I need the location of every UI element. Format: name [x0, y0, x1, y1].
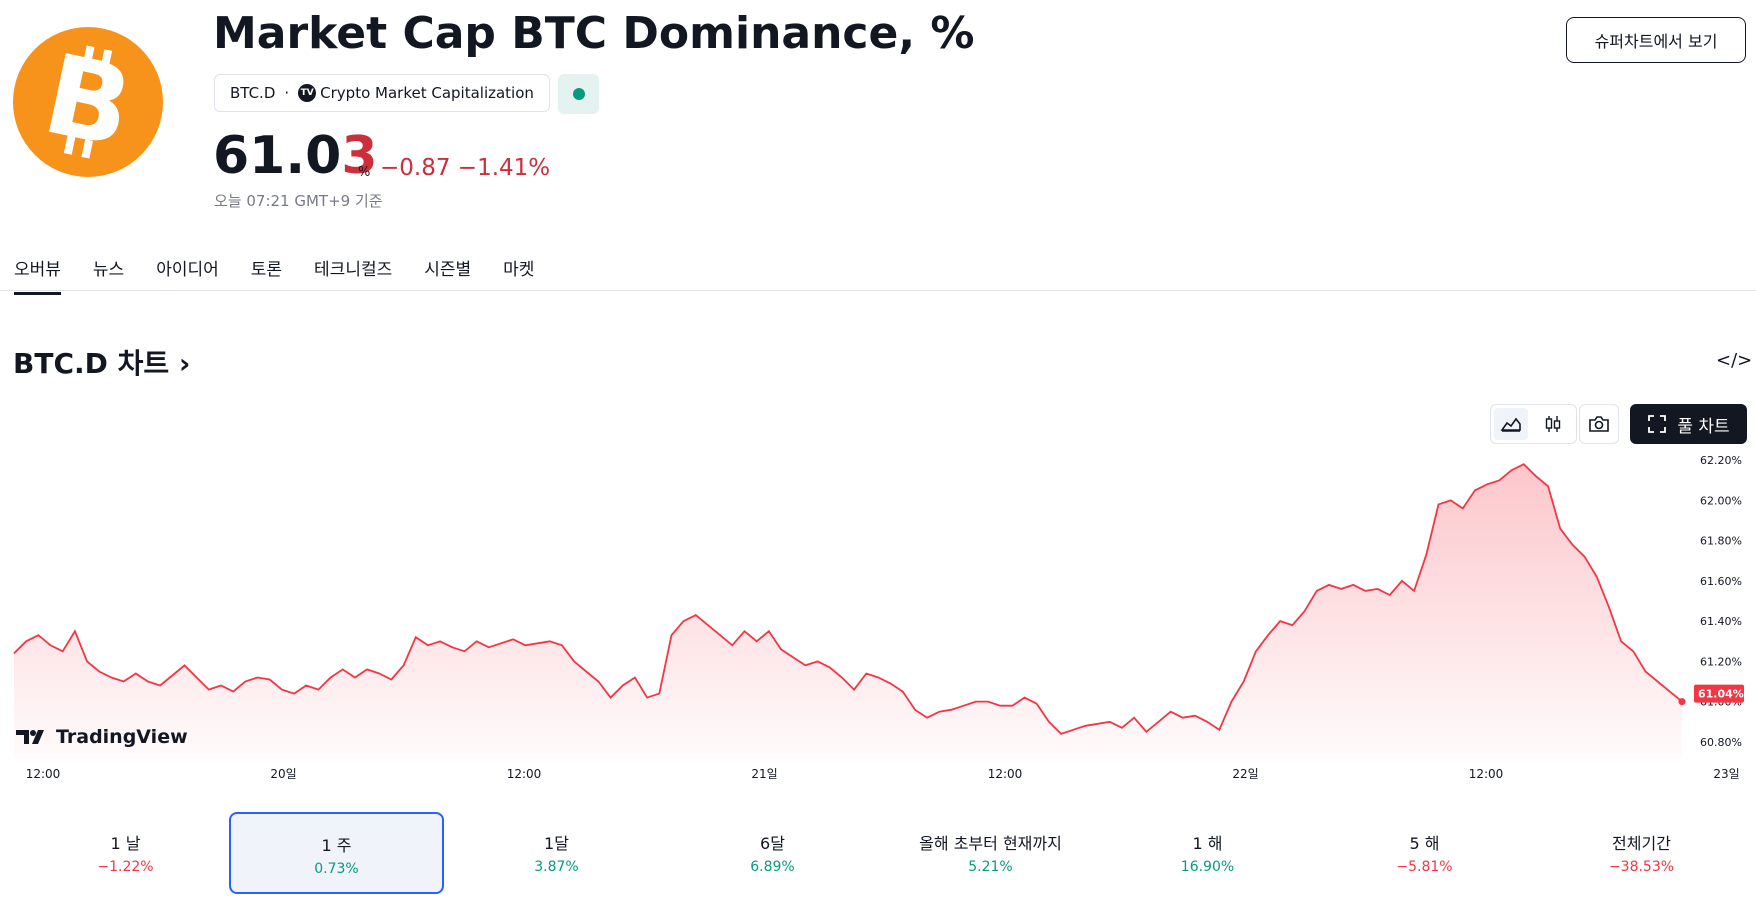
period-label: 1 주 [321, 836, 352, 855]
period-label: 1달 [544, 834, 569, 853]
price-last-digit: 3 [341, 126, 378, 186]
symbol-separator: · [284, 84, 290, 102]
camera-icon[interactable] [1579, 404, 1619, 444]
tab-overview[interactable]: 오버뷰 [14, 255, 61, 295]
current-price: 61.03 [213, 126, 378, 186]
last-value-badge [1694, 684, 1744, 703]
tab-bar: 오버뷰 뉴스 아이디어 토론 테크니컬즈 시즌별 마켓 [14, 255, 566, 295]
full-chart-label: 풀 차트 [1677, 416, 1730, 437]
x-tick-label: 12:00 [1469, 767, 1504, 781]
chevron-right-icon: › [169, 347, 191, 380]
period-value: 0.73% [314, 861, 359, 877]
chart-heading[interactable]: BTC.D 차트 › [13, 342, 190, 382]
area-chart-icon[interactable] [1494, 408, 1528, 440]
symbol-ticker: BTC.D [230, 84, 276, 102]
price-timestamp: 오늘 07:21 GMT+9 기준 [214, 192, 383, 210]
period-value: 5.21% [968, 859, 1013, 875]
price-change: −0.87 −1.41% [380, 155, 551, 181]
period-label: 올해 초부터 현재까지 [919, 834, 1062, 853]
tradingview-logo-icon [16, 730, 44, 744]
tab-discussion[interactable]: 토론 [250, 260, 283, 280]
period-6m[interactable]: 6달 6.89% [665, 812, 880, 894]
x-tick-label: 20일 [270, 767, 296, 781]
period-ytd[interactable]: 올해 초부터 현재까지 5.21% [883, 812, 1098, 894]
y-tick-label: 62.00% [1700, 494, 1742, 507]
area-fill [14, 464, 1682, 758]
embed-code-icon[interactable]: </> [1716, 350, 1753, 371]
x-tick-label: 23일 [1713, 767, 1739, 781]
period-all[interactable]: 전체기간 −38.53% [1534, 812, 1749, 894]
symbol-badge[interactable]: BTC.D · TV Crypto Market Capitalization [214, 74, 550, 112]
period-performance-bar: 1 날 −1.22% 1 주 0.73% 1달 3.87% 6달 6.89% 올해 초부… [13, 812, 1747, 894]
series-line [13, 463, 1683, 735]
price-unit: % [358, 165, 371, 180]
candlestick-chart-icon[interactable] [1536, 408, 1570, 440]
tradingview-icon: TV [298, 84, 317, 102]
tradingview-brand: TradingView [16, 726, 188, 748]
period-label: 1 날 [110, 834, 141, 853]
period-label: 1 해 [1192, 834, 1223, 853]
full-chart-button[interactable]: 풀 차트 [1630, 404, 1747, 444]
period-value: 3.87% [534, 859, 579, 875]
tab-technicals[interactable]: 테크니컬즈 [314, 260, 393, 280]
page-title: Market Cap BTC Dominance, % [213, 8, 975, 59]
period-value: 16.90% [1180, 859, 1235, 875]
bitcoin-logo-icon: B [13, 27, 163, 177]
tab-markets[interactable]: 마켓 [503, 260, 535, 280]
period-value: −5.81% [1396, 859, 1453, 875]
x-tick-label: 12:00 [26, 767, 61, 781]
period-value: −38.53% [1608, 859, 1675, 875]
y-tick-label: 60.80% [1700, 736, 1742, 749]
period-1d[interactable]: 1 날 −1.22% [18, 812, 233, 894]
y-tick-label: 62.20% [1700, 454, 1742, 467]
tab-news[interactable]: 뉴스 [92, 260, 125, 280]
market-status-button[interactable] [558, 74, 599, 114]
status-dot-icon [573, 88, 585, 100]
exchange-name: Crypto Market Capitalization [320, 84, 534, 102]
chart-heading-label: BTC.D 차트 [13, 347, 170, 380]
y-tick-label: 61.60% [1700, 575, 1742, 588]
last-point [1678, 698, 1686, 706]
period-value: 6.89% [750, 859, 795, 875]
price-main: 61.0 [213, 126, 342, 186]
period-value: −1.22% [97, 859, 154, 875]
x-tick-label: 12:00 [988, 767, 1023, 781]
tab-seasonals[interactable]: 시즌별 [424, 260, 472, 280]
x-tick-label: 21일 [751, 767, 777, 781]
chart-style-toggle [1490, 404, 1577, 444]
y-tick-label: 61.20% [1700, 655, 1742, 668]
y-tick-label: 61.40% [1700, 615, 1742, 628]
supercharts-button[interactable]: 슈퍼차트에서 보기 [1566, 17, 1746, 63]
x-tick-label: 22일 [1232, 767, 1258, 781]
period-1y[interactable]: 1 해 16.90% [1100, 812, 1315, 894]
x-tick-label: 12:00 [507, 767, 542, 781]
period-label: 6달 [760, 834, 785, 853]
y-tick-label: 61.80% [1700, 535, 1742, 548]
period-1w[interactable]: 1 주 0.73% [229, 812, 444, 894]
tab-ideas[interactable]: 아이디어 [156, 260, 219, 280]
period-label: 5 해 [1409, 834, 1440, 853]
brand-name: TradingView [56, 726, 188, 748]
period-label: 전체기간 [1612, 834, 1671, 853]
btc-dominance-chart[interactable]: 62.20% 62.00% 61.80% 61.60% 61.40% 61.20% 61.0… [0, 440, 1756, 795]
last-value-label: 61.04% [1698, 688, 1744, 701]
period-1m[interactable]: 1달 3.87% [449, 812, 664, 894]
fullscreen-icon [1648, 415, 1667, 433]
tabs-divider [0, 290, 1756, 291]
period-5y[interactable]: 5 해 −5.81% [1317, 812, 1532, 894]
